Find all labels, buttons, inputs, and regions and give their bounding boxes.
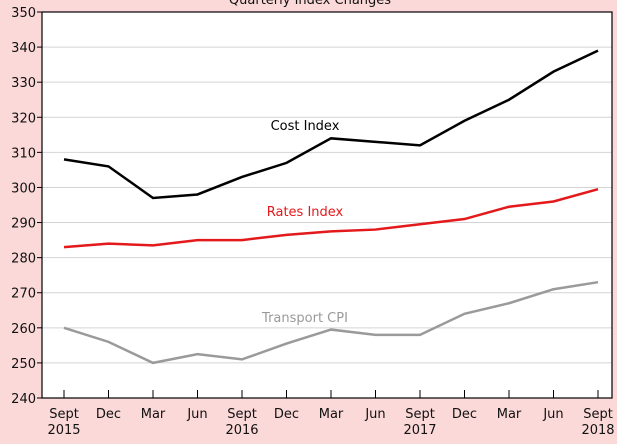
x-tick-label: Jun (364, 407, 385, 422)
y-tick-label: 290 (11, 217, 36, 232)
y-tick-label: 340 (11, 41, 36, 56)
chart-title: Quarterly Index Changes (229, 0, 391, 8)
y-tick-label: 310 (11, 146, 36, 161)
series-line (63, 49, 599, 200)
x-tick-label: Dec (452, 407, 477, 422)
x-tick-label: Jun (186, 407, 207, 422)
series-line (63, 280, 599, 365)
x-tick-label: Sept 2018 (581, 407, 614, 438)
x-tick-label: Sept 2017 (403, 407, 436, 438)
x-tick-label: Mar (319, 407, 344, 422)
y-tick-label: 300 (11, 181, 36, 196)
x-tick-label: Mar (497, 407, 522, 422)
y-tick-label: 350 (11, 6, 36, 21)
y-tick-label: 280 (11, 252, 36, 267)
series-label: Rates Index (267, 205, 344, 220)
x-tick-label: Sept 2016 (225, 407, 258, 438)
y-tick-label: 320 (11, 111, 36, 126)
y-tick-label: 330 (11, 76, 36, 91)
series-label: Transport CPI (261, 311, 348, 326)
x-tick-label: Sept 2015 (47, 407, 80, 438)
x-tick-label: Dec (96, 407, 121, 422)
y-tick-label: 260 (11, 322, 36, 337)
plot-border (41, 11, 613, 399)
series-line (63, 188, 599, 249)
y-tick-label: 250 (11, 357, 36, 372)
y-tick-label: 270 (11, 287, 36, 302)
series-label: Cost Index (271, 119, 340, 134)
x-tick-label: Dec (274, 407, 299, 422)
y-tick-label: 240 (11, 392, 36, 407)
x-tick-label: Jun (542, 407, 563, 422)
x-tick-label: Mar (141, 407, 166, 422)
